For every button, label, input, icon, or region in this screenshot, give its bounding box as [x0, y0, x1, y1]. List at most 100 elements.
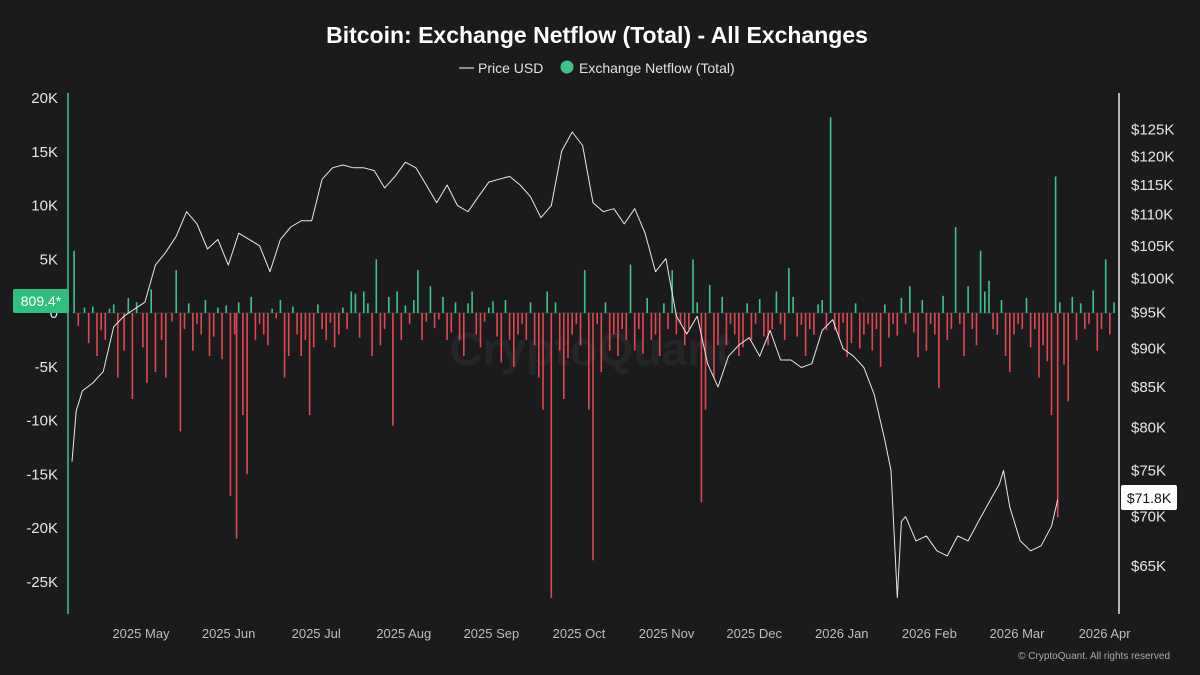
netflow-bar-25 [187, 303, 190, 313]
netflow-bar-54 [304, 313, 307, 340]
netflow-bar-162 [754, 313, 757, 324]
netflow-bar-149 [700, 313, 703, 503]
netflow-bar-24 [183, 313, 186, 330]
netflow-bar-46 [271, 308, 273, 313]
netflow-bar-77 [400, 313, 403, 340]
netflow-bar-80 [413, 300, 415, 313]
right-tick-label-9: $80K [1131, 419, 1166, 436]
netflow-bar-248 [1109, 313, 1111, 335]
netflow-bar-125 [600, 313, 603, 373]
netflow-bar-247 [1104, 259, 1107, 314]
netflow-bar-249 [1113, 302, 1115, 314]
netflow-bar-104 [513, 313, 515, 367]
netflow-bar-108 [529, 302, 532, 314]
netflow-bar-146 [688, 313, 690, 330]
netflow-bar-150 [704, 313, 707, 410]
netflow-bar-60 [329, 313, 332, 323]
last-netflow-value: 809.4* [21, 293, 62, 309]
netflow-bar-48 [279, 300, 282, 313]
netflow-bar-129 [617, 313, 619, 356]
legend-netflow-label[interactable]: Exchange Netflow (Total) [579, 60, 735, 76]
netflow-bar-132 [629, 264, 632, 313]
netflow-bar-82 [421, 313, 423, 340]
x-tick-label-5: 2025 Oct [553, 626, 606, 641]
netflow-bar-138 [654, 313, 657, 335]
x-tick-label-11: 2026 Apr [1079, 626, 1132, 641]
netflow-bar-154 [721, 296, 723, 313]
x-tick-label-2: 2025 Jul [292, 626, 341, 641]
left-tick-label-4: 0 [50, 305, 58, 322]
netflow-bar-171 [792, 296, 794, 313]
netflow-bar-175 [808, 313, 811, 330]
netflow-bar-61 [333, 313, 336, 348]
netflow-bar-235 [1056, 313, 1059, 518]
netflow-bar-50 [287, 313, 290, 356]
x-tick-label-4: 2025 Sep [464, 626, 520, 641]
netflow-bar-21 [171, 313, 173, 322]
netflow-bar-26 [192, 313, 194, 351]
netflow-bar-152 [713, 313, 715, 378]
x-tick-label-6: 2025 Nov [639, 626, 695, 641]
netflow-bar-223 [1009, 313, 1011, 373]
netflow-bar-237 [1063, 313, 1065, 365]
netflow-bar-92 [463, 313, 465, 356]
netflow-bar-33 [221, 313, 223, 360]
netflow-bar-236 [1059, 302, 1061, 314]
last-price-value: $71.8K [1127, 490, 1172, 506]
right-tick-label-1: $120K [1131, 149, 1174, 166]
netflow-bar-11 [123, 313, 125, 351]
netflow-bar-10 [117, 313, 119, 378]
netflow-bar-84 [429, 286, 432, 313]
netflow-bar-41 [250, 296, 252, 313]
netflow-bar-53 [300, 313, 302, 356]
right-tick-label-8: $85K [1131, 379, 1166, 396]
chart-title: Bitcoin: Exchange Netflow (Total) - All … [326, 22, 868, 48]
netflow-bar-110 [538, 313, 540, 378]
legend-price-label[interactable]: Price USD [478, 60, 543, 76]
netflow-bar-227 [1025, 298, 1028, 313]
netflow-bar-183 [842, 313, 844, 323]
netflow-bar-37 [235, 313, 238, 539]
netflow-bar-97 [483, 313, 486, 322]
legend[interactable]: Price USD Exchange Netflow (Total) [459, 60, 735, 76]
netflow-bar-67 [358, 313, 361, 338]
netflow-bar-101 [500, 313, 503, 363]
netflow-bar-73 [383, 313, 386, 330]
netflow-bar-176 [813, 313, 815, 335]
netflow-bar-72 [379, 313, 382, 346]
netflow-bar-232 [1046, 313, 1049, 362]
netflow-bar-221 [1000, 300, 1003, 313]
netflow-bar-173 [800, 313, 803, 325]
netflow-bar-212 [963, 313, 965, 356]
legend-netflow-dot-marker [560, 60, 574, 74]
netflow-bar-103 [508, 313, 511, 340]
netflow-bar-19 [160, 313, 163, 340]
netflow-bar-111 [542, 313, 544, 410]
netflow-bar-119 [575, 313, 578, 324]
netflow-bar-7 [104, 313, 107, 340]
netflow-bar-91 [458, 313, 461, 340]
netflow-bar-245 [1096, 313, 1099, 351]
netflow-bar-211 [959, 313, 961, 324]
netflow-bar-166 [771, 313, 773, 330]
netflow-bar-240 [1075, 313, 1078, 340]
netflow-bar-147 [692, 259, 694, 314]
netflow-bar-107 [525, 313, 528, 340]
last-netflow-badge: 809.4* [13, 289, 69, 313]
netflow-bar-181 [833, 313, 836, 331]
netflow-bar-2 [83, 307, 86, 313]
netflow-bar-159 [742, 313, 744, 348]
netflow-bar-100 [496, 313, 498, 337]
right-tick-label-0: $125K [1131, 121, 1174, 138]
netflow-bar-167 [775, 291, 778, 313]
x-axis-ticks: 2025 May 2025 Jun 2025 Jul 2025 Aug 2025 Sep… [112, 626, 1131, 641]
netflow-bar-215 [975, 313, 978, 346]
left-tick-label-6: -10K [26, 413, 58, 430]
netflow-bar-244 [1092, 290, 1094, 313]
x-tick-label-3: 2025 Aug [376, 626, 431, 641]
netflow-bars [73, 117, 1115, 598]
last-price-badge: $71.8K [1121, 485, 1177, 510]
netflow-bar-0 [73, 250, 75, 313]
netflow-bar-113 [550, 313, 553, 598]
